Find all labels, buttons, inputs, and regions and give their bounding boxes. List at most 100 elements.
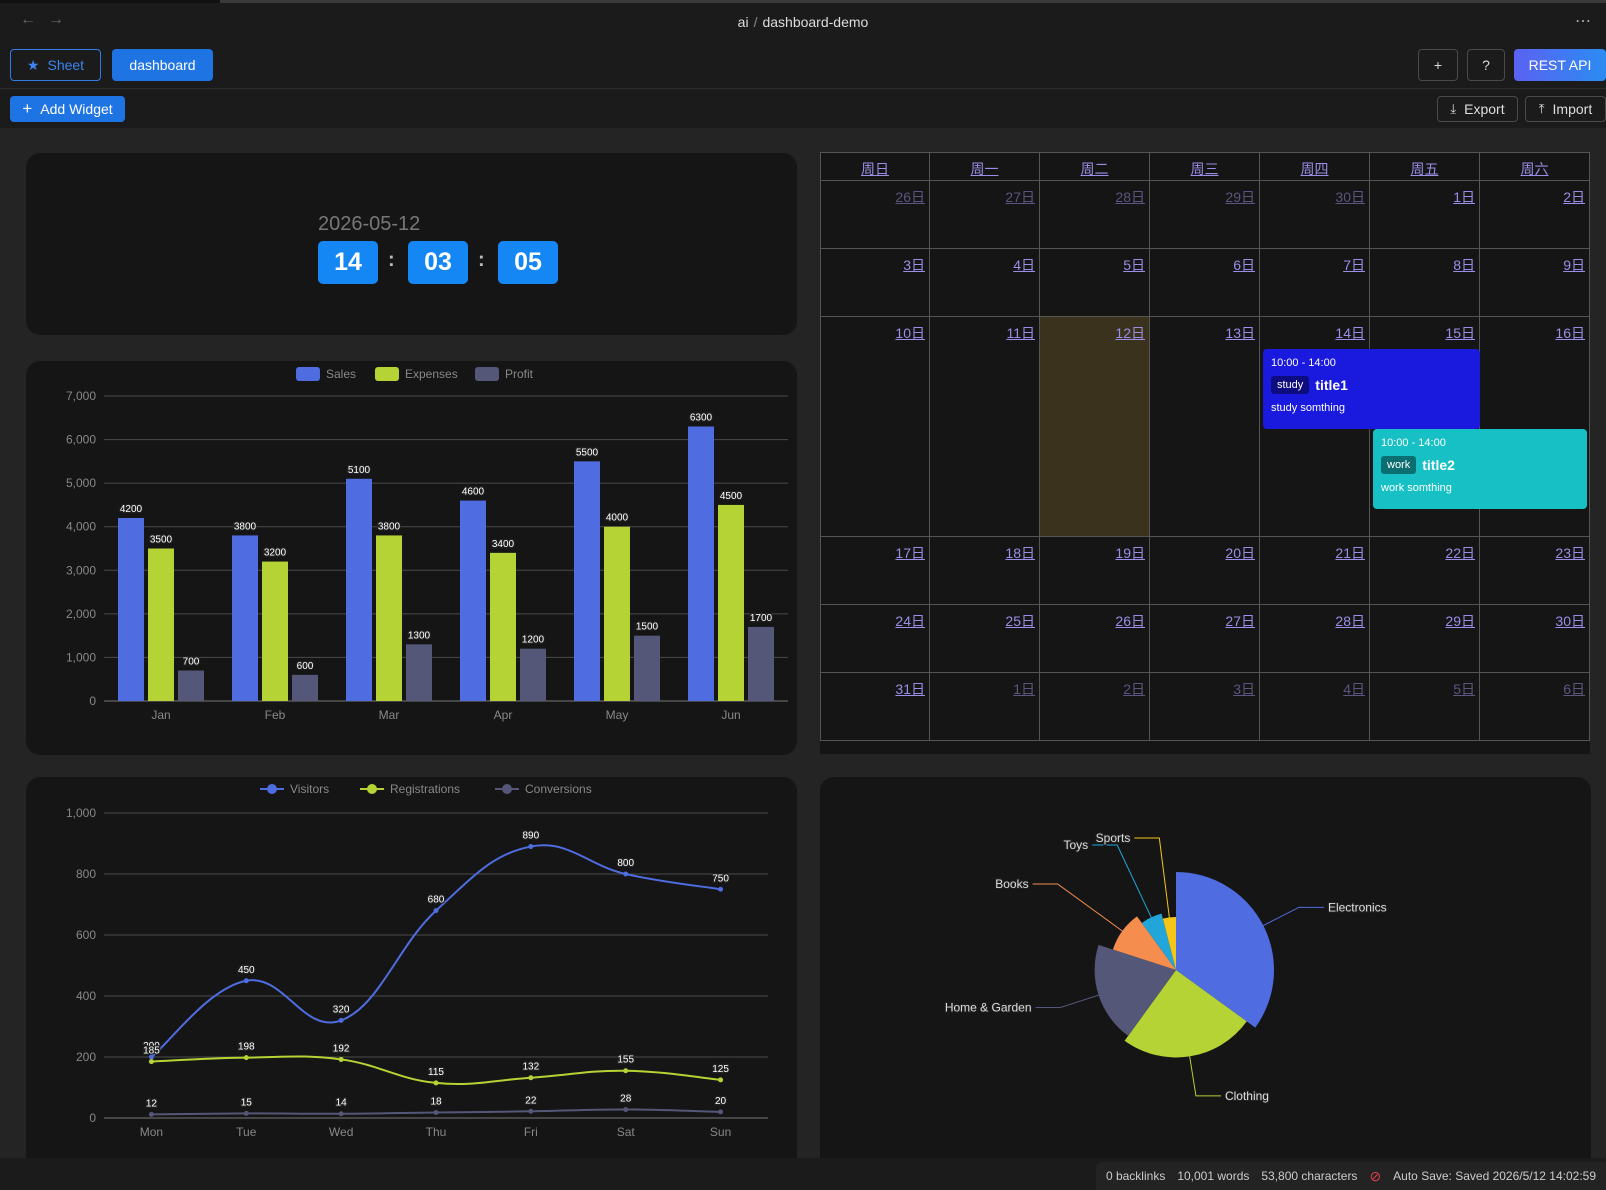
- sheet-button[interactable]: ★ Sheet: [10, 49, 101, 81]
- breadcrumb-root[interactable]: ai: [737, 14, 749, 30]
- backlinks-count[interactable]: 0 backlinks: [1105, 1169, 1166, 1183]
- day-number[interactable]: 26日: [895, 189, 925, 205]
- calendar-event[interactable]: 10:00 - 14:00 study title1 study somthing: [1263, 349, 1480, 429]
- calendar-day-cell[interactable]: 6日: [1150, 249, 1260, 317]
- weekday-header[interactable]: 周四: [1260, 152, 1370, 181]
- day-number[interactable]: 19日: [1115, 545, 1145, 561]
- calendar-day-cell[interactable]: 29日: [1150, 181, 1260, 249]
- calendar-day-cell[interactable]: 24日: [820, 605, 930, 673]
- add-button[interactable]: +: [1418, 49, 1458, 81]
- day-number[interactable]: 9日: [1563, 257, 1585, 273]
- calendar-day-cell[interactable]: 4日: [1260, 673, 1370, 741]
- weekday-header[interactable]: 周日: [820, 152, 930, 181]
- export-button[interactable]: ⤓ Export: [1437, 96, 1518, 122]
- day-number[interactable]: 6日: [1563, 681, 1585, 697]
- help-button[interactable]: ?: [1467, 49, 1505, 81]
- dashboard-button[interactable]: dashboard: [112, 49, 213, 81]
- rest-api-button[interactable]: REST API: [1514, 49, 1606, 81]
- calendar-day-cell[interactable]: 27日: [930, 181, 1040, 249]
- day-number[interactable]: 17日: [895, 545, 925, 561]
- weekday-header[interactable]: 周一: [930, 152, 1040, 181]
- calendar-day-cell[interactable]: 5日: [1370, 673, 1480, 741]
- calendar-day-cell[interactable]: 3日: [820, 249, 930, 317]
- calendar-day-cell[interactable]: 26日: [1040, 605, 1150, 673]
- ellipsis-icon[interactable]: ⋯: [1575, 13, 1592, 30]
- day-number[interactable]: 4日: [1013, 257, 1035, 273]
- calendar-day-cell[interactable]: 15日: [1370, 317, 1480, 537]
- sync-off-icon[interactable]: ⊘: [1369, 1167, 1382, 1184]
- day-number[interactable]: 12日: [1115, 325, 1145, 341]
- day-number[interactable]: 28日: [1335, 613, 1365, 629]
- calendar-day-cell[interactable]: 10日: [820, 317, 930, 537]
- day-number[interactable]: 20日: [1225, 545, 1255, 561]
- calendar-day-cell[interactable]: 20日: [1150, 537, 1260, 605]
- calendar-day-cell[interactable]: 1日: [930, 673, 1040, 741]
- calendar-day-cell[interactable]: 13日: [1150, 317, 1260, 537]
- day-number[interactable]: 27日: [1005, 189, 1035, 205]
- day-number[interactable]: 28日: [1115, 189, 1145, 205]
- calendar-day-cell[interactable]: 17日: [820, 537, 930, 605]
- day-number[interactable]: 31日: [895, 681, 925, 697]
- day-number[interactable]: 11日: [1006, 325, 1035, 341]
- day-number[interactable]: 5日: [1123, 257, 1145, 273]
- calendar-day-cell[interactable]: 1日: [1370, 181, 1480, 249]
- calendar-day-cell[interactable]: 29日: [1370, 605, 1480, 673]
- calendar-day-cell[interactable]: 16日: [1480, 317, 1590, 537]
- day-number[interactable]: 25日: [1005, 613, 1035, 629]
- day-number[interactable]: 16日: [1555, 325, 1585, 341]
- day-number[interactable]: 1日: [1453, 189, 1475, 205]
- day-number[interactable]: 29日: [1225, 189, 1255, 205]
- calendar-day-cell[interactable]: 5日: [1040, 249, 1150, 317]
- day-number[interactable]: 21日: [1335, 545, 1365, 561]
- day-number[interactable]: 23日: [1555, 545, 1585, 561]
- calendar-event[interactable]: 10:00 - 14:00 work title2 work somthing: [1373, 429, 1587, 509]
- calendar-day-cell[interactable]: 28日: [1260, 605, 1370, 673]
- calendar-day-cell[interactable]: 30日: [1480, 605, 1590, 673]
- breadcrumb-page[interactable]: dashboard-demo: [762, 14, 869, 30]
- calendar-day-cell[interactable]: 4日: [930, 249, 1040, 317]
- day-number[interactable]: 13日: [1225, 325, 1255, 341]
- day-number[interactable]: 4日: [1343, 681, 1365, 697]
- arrow-right-icon[interactable]: →: [48, 11, 64, 28]
- calendar-day-cell[interactable]: 27日: [1150, 605, 1260, 673]
- weekday-header[interactable]: 周三: [1150, 152, 1260, 181]
- day-number[interactable]: 24日: [895, 613, 925, 629]
- arrow-left-icon[interactable]: ←: [20, 11, 36, 28]
- calendar-day-cell[interactable]: 31日: [820, 673, 930, 741]
- calendar-day-cell[interactable]: 9日: [1480, 249, 1590, 317]
- import-button[interactable]: ⤒ Import: [1525, 96, 1606, 122]
- day-number[interactable]: 30日: [1335, 189, 1365, 205]
- calendar-day-cell[interactable]: 11日: [930, 317, 1040, 537]
- day-number[interactable]: 5日: [1453, 681, 1475, 697]
- calendar-day-cell[interactable]: 7日: [1260, 249, 1370, 317]
- day-number[interactable]: 30日: [1555, 613, 1585, 629]
- day-number[interactable]: 10日: [895, 325, 925, 341]
- calendar-day-cell[interactable]: 28日: [1040, 181, 1150, 249]
- calendar-day-cell[interactable]: 19日: [1040, 537, 1150, 605]
- day-number[interactable]: 2日: [1123, 681, 1145, 697]
- day-number[interactable]: 2日: [1563, 189, 1585, 205]
- add-widget-button[interactable]: + Add Widget: [10, 96, 125, 122]
- day-number[interactable]: 15日: [1445, 325, 1475, 341]
- weekday-header[interactable]: 周二: [1040, 152, 1150, 181]
- day-number[interactable]: 6日: [1233, 257, 1255, 273]
- day-number[interactable]: 1日: [1013, 681, 1035, 697]
- calendar-day-cell[interactable]: 3日: [1150, 673, 1260, 741]
- day-number[interactable]: 14日: [1335, 325, 1365, 341]
- calendar-day-cell[interactable]: 2日: [1040, 673, 1150, 741]
- day-number[interactable]: 29日: [1445, 613, 1475, 629]
- day-number[interactable]: 3日: [1233, 681, 1255, 697]
- day-number[interactable]: 26日: [1115, 613, 1145, 629]
- calendar-day-cell[interactable]: 30日: [1260, 181, 1370, 249]
- weekday-header[interactable]: 周六: [1480, 152, 1590, 181]
- day-number[interactable]: 18日: [1005, 545, 1035, 561]
- calendar-day-cell[interactable]: 12日: [1040, 317, 1150, 537]
- calendar-day-cell[interactable]: 26日: [820, 181, 930, 249]
- calendar-day-cell[interactable]: 18日: [930, 537, 1040, 605]
- calendar-day-cell[interactable]: 2日: [1480, 181, 1590, 249]
- day-number[interactable]: 7日: [1343, 257, 1365, 273]
- day-number[interactable]: 27日: [1225, 613, 1255, 629]
- calendar-day-cell[interactable]: 8日: [1370, 249, 1480, 317]
- day-number[interactable]: 8日: [1453, 257, 1475, 273]
- day-number[interactable]: 3日: [903, 257, 925, 273]
